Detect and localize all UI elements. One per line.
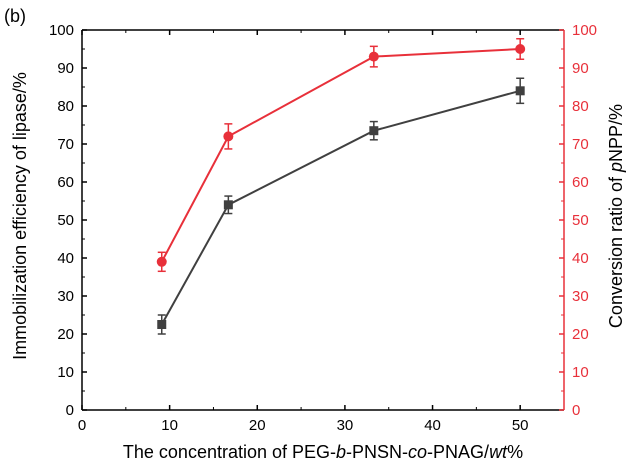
left-tick-label: 40 [57,250,74,267]
right-tick-label: 10 [572,364,589,381]
series-1-point [515,44,526,54]
left-tick-label: 10 [57,364,74,381]
series-0-point [223,200,233,210]
left-tick-label: 100 [49,22,74,39]
right-tick-label: 100 [572,22,597,39]
right-tick-label: 90 [572,60,589,77]
x-tick-label: 10 [161,417,178,434]
left-tick-label: 0 [66,402,74,419]
left-tick-label: 20 [57,326,74,343]
left-tick-label: 70 [57,136,74,153]
series-0-point [515,86,525,96]
right-tick-label: 30 [572,288,589,305]
series-0-point [369,126,379,136]
right-tick-label: 50 [572,212,589,229]
x-tick-label: 30 [337,417,354,434]
series-0-line [160,89,521,325]
right-tick-label: 70 [572,136,589,153]
series-1-point [368,51,379,62]
left-axis-label: Immobilization efficiency of lipase/% [10,72,30,360]
series-0-point [157,320,167,329]
series-1-line [160,48,521,263]
series-1-point [223,131,234,142]
left-tick-label: 50 [57,212,74,229]
right-tick-label: 40 [572,250,589,267]
x-axis-label: The concentration of PEG-b-PNSN-co-PNAG/… [123,442,523,462]
right-axis-label: Conversion ratio of pNPP/% [606,104,626,328]
right-tick-label: 20 [572,326,589,343]
left-tick-label: 90 [57,60,74,77]
series-1-point [156,256,167,267]
x-tick-label: 20 [249,417,266,434]
panel-label: (b) [4,6,26,26]
left-tick-label: 30 [57,288,74,305]
left-tick-label: 80 [57,98,74,115]
right-tick-label: 60 [572,174,589,191]
right-tick-label: 0 [572,402,580,419]
right-tick-label: 80 [572,98,589,115]
x-tick-label: 0 [78,417,86,434]
left-tick-label: 60 [57,174,74,191]
x-tick-label: 50 [512,417,529,434]
x-tick-label: 40 [424,417,441,434]
